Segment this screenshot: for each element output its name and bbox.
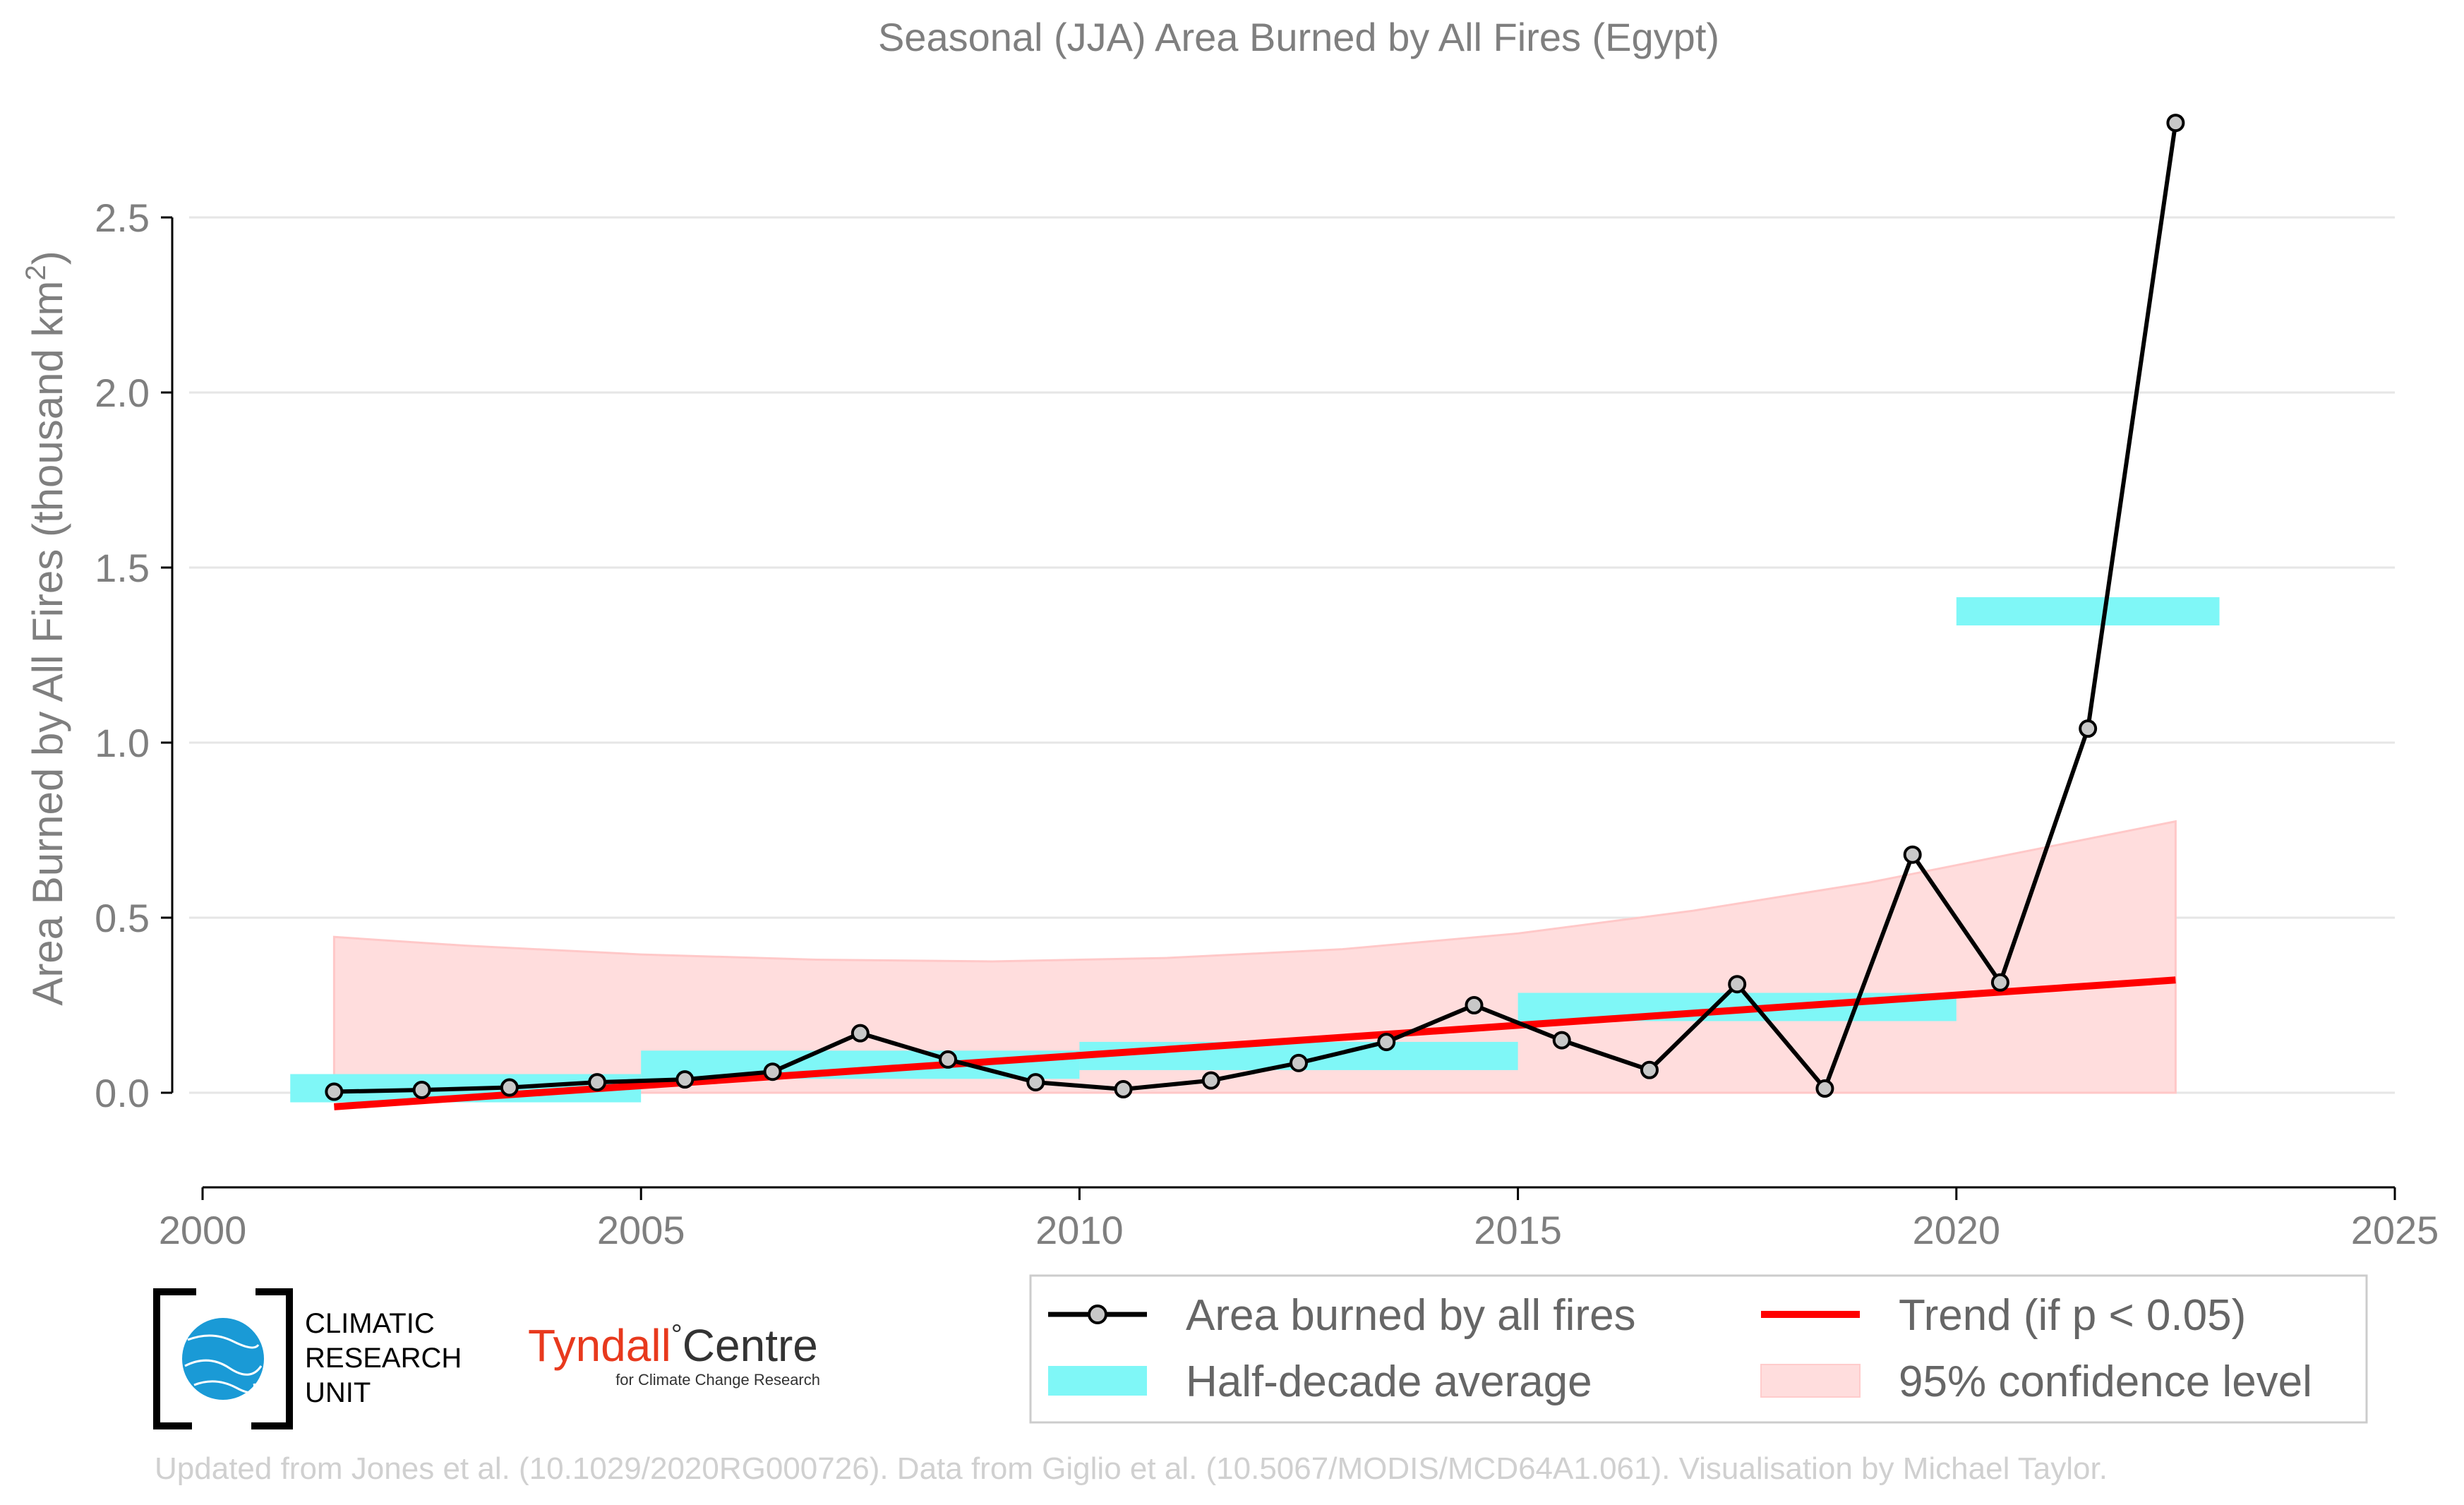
cru-line2: RESEARCH xyxy=(305,1343,462,1374)
legend: Area burned by all fires Trend (if p < 0… xyxy=(1029,1274,2368,1424)
chart-title: Seasonal (JJA) Area Burned by All Fires … xyxy=(878,15,1719,59)
tyndall-logo: Tyndall°Centre for Climate Change Resear… xyxy=(528,1319,820,1389)
data-point xyxy=(1552,1031,1571,1050)
x-tick-label: 2000 xyxy=(159,1208,247,1252)
legend-label-half-decade: Half-decade average xyxy=(1186,1357,1592,1406)
series-layer xyxy=(325,114,2185,1101)
data-point xyxy=(1290,1053,1308,1072)
data-point xyxy=(412,1081,431,1100)
globe-contour-3 xyxy=(193,1380,256,1394)
data-point xyxy=(1990,973,2009,992)
confidence-band-layer xyxy=(332,820,2177,1094)
data-point xyxy=(1815,1079,1834,1098)
data-point xyxy=(2166,114,2185,133)
cru-line1: CLIMATIC xyxy=(305,1308,435,1339)
y-tick-label: 0.5 xyxy=(95,896,150,940)
trend-layer xyxy=(334,976,2176,1110)
tyndall-name: Tyndall°Centre xyxy=(528,1319,818,1371)
x-tick-label: 2010 xyxy=(1035,1208,1124,1252)
legend-frame xyxy=(1029,1274,2368,1424)
globe-contour-2 xyxy=(184,1359,263,1376)
x-axis: 2000 2005 2010 2015 2020 2025 xyxy=(159,1186,2439,1252)
y-tick-label: 1.5 xyxy=(95,546,150,590)
confidence-band xyxy=(332,820,2177,1094)
data-point xyxy=(500,1078,519,1097)
y-tick-label: 0.0 xyxy=(95,1071,150,1115)
data-point xyxy=(763,1062,782,1081)
y-tick-label: 2.5 xyxy=(95,196,150,240)
data-point xyxy=(2079,719,2098,738)
data-point xyxy=(1026,1073,1045,1092)
data-point xyxy=(851,1024,870,1043)
x-tick-label: 2020 xyxy=(1913,1208,2001,1252)
cru-bracket-right xyxy=(251,1288,293,1429)
legend-marker-fires xyxy=(1088,1305,1107,1324)
data-point xyxy=(675,1070,695,1089)
data-point xyxy=(325,1082,344,1101)
y-axis: 0.0 0.5 1.0 1.5 2.0 2.5 xyxy=(95,196,174,1115)
data-point xyxy=(1201,1071,1220,1090)
credit-line: Updated from Jones et al. (10.1029/2020R… xyxy=(155,1451,2108,1486)
legend-label-trend: Trend (if p < 0.05) xyxy=(1899,1291,2246,1340)
legend-swatch-half-decade xyxy=(1048,1366,1147,1396)
y-tick-label: 2.0 xyxy=(95,371,150,415)
data-point xyxy=(1465,996,1484,1014)
y-axis-label: Area Burned by All Fires (thousand km2) xyxy=(20,251,71,1005)
data-point xyxy=(1728,975,1747,994)
cru-line3: UNIT xyxy=(305,1377,371,1408)
x-tick-label: 2005 xyxy=(597,1208,685,1252)
cru-bracket-left xyxy=(153,1288,196,1429)
half-decade-bar xyxy=(1956,597,2220,625)
cru-logo: CLIMATIC RESEARCH UNIT xyxy=(153,1288,462,1429)
data-point xyxy=(939,1050,958,1069)
x-tick-label: 2015 xyxy=(1474,1208,1562,1252)
area-burned-line xyxy=(334,122,2178,1094)
legend-label-confidence: 95% confidence level xyxy=(1899,1357,2312,1406)
data-point xyxy=(1640,1060,1659,1079)
data-point xyxy=(1114,1080,1133,1099)
globe-icon xyxy=(182,1318,264,1400)
trend-line xyxy=(334,976,2176,1110)
globe-contour-1 xyxy=(187,1334,260,1349)
tyndall-subtitle: for Climate Change Research xyxy=(615,1371,820,1389)
data-point xyxy=(1903,845,1922,864)
x-tick-label: 2025 xyxy=(2351,1208,2439,1252)
legend-swatch-confidence xyxy=(1760,1364,1861,1398)
data-point xyxy=(1377,1033,1396,1052)
data-point xyxy=(588,1073,607,1092)
legend-label-fires: Area burned by all fires xyxy=(1186,1291,1636,1340)
y-tick-label: 1.0 xyxy=(95,721,150,765)
